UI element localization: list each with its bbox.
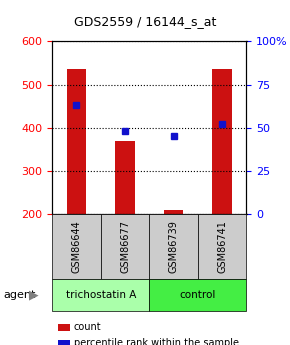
Text: GSM86741: GSM86741 [217,220,227,273]
Text: count: count [74,323,102,332]
Text: GSM86644: GSM86644 [72,220,81,273]
Text: trichostatin A: trichostatin A [66,290,136,300]
Bar [67,69,86,214]
Text: ▶: ▶ [29,288,39,302]
Bar [164,209,183,214]
Text: agent: agent [3,290,35,300]
Text: control: control [180,290,216,300]
Bar [115,141,135,214]
Bar [213,69,232,214]
Text: GDS2559 / 16144_s_at: GDS2559 / 16144_s_at [74,14,216,28]
Text: percentile rank within the sample: percentile rank within the sample [74,338,239,345]
Text: GSM86677: GSM86677 [120,220,130,273]
Text: GSM86739: GSM86739 [169,220,179,273]
